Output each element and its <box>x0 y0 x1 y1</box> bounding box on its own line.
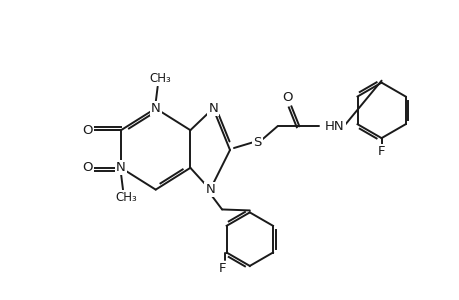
Text: O: O <box>282 91 292 104</box>
Text: N: N <box>116 161 126 174</box>
Text: CH₃: CH₃ <box>150 72 171 85</box>
Text: F: F <box>377 146 385 158</box>
Text: CH₃: CH₃ <box>115 191 136 204</box>
Text: N: N <box>151 102 160 115</box>
Text: S: S <box>253 136 261 148</box>
Text: HN: HN <box>325 120 344 133</box>
Text: N: N <box>208 102 218 115</box>
Text: O: O <box>82 161 92 174</box>
Text: O: O <box>82 124 92 137</box>
Text: N: N <box>205 183 215 196</box>
Text: F: F <box>218 262 226 275</box>
